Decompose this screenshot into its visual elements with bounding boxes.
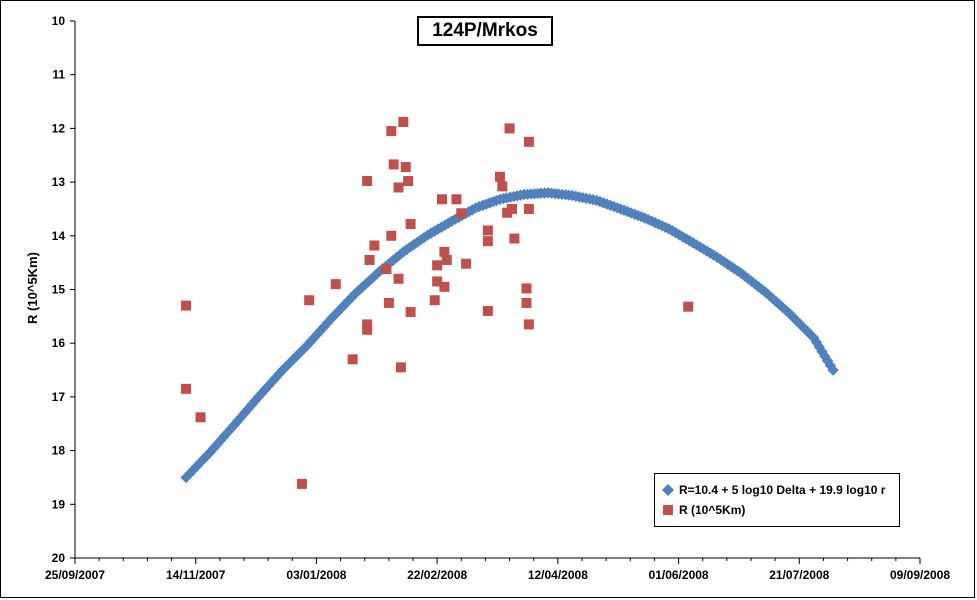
legend: R=10.4 + 5 log10 Delta + 19.9 log10 r R … — [654, 473, 900, 527]
y-tick-label: 18 — [52, 444, 66, 458]
observed-point — [347, 354, 358, 365]
y-tick-label: 17 — [52, 390, 66, 404]
observed-point — [388, 159, 399, 170]
observed-point — [181, 383, 192, 394]
observed-point — [362, 176, 373, 187]
observed-point — [482, 305, 493, 316]
observed-point — [330, 279, 341, 290]
observed-point — [362, 319, 373, 330]
y-tick-label: 15 — [52, 283, 66, 297]
observed-point — [432, 260, 443, 271]
observed-point — [436, 194, 447, 205]
observed-point — [439, 246, 450, 257]
observed-point — [432, 276, 443, 287]
observed-point — [386, 126, 397, 137]
observed-point — [482, 225, 493, 236]
observed-point — [398, 116, 409, 127]
observed-point — [393, 273, 404, 284]
observed-point — [393, 182, 404, 193]
observed-point — [523, 136, 534, 147]
x-tick-label: 22/02/2008 — [407, 568, 467, 582]
observed-point — [381, 264, 392, 275]
y-tick-label: 13 — [52, 175, 66, 189]
x-axis-ticks: 25/09/2007 14/11/2007 03/01/2008 22/02/2008… — [45, 558, 950, 582]
legend-label-observed: R (10^5Km) — [679, 503, 746, 517]
x-tick-label: 01/06/2008 — [649, 568, 709, 582]
legend-diamond-marker — [661, 483, 675, 497]
observed-point — [439, 281, 450, 292]
observed-point — [494, 171, 505, 182]
x-tick-label: 25/09/2007 — [45, 568, 105, 582]
observed-point — [461, 258, 472, 269]
observed-point — [451, 194, 462, 205]
observed-point — [456, 208, 467, 219]
observed-point — [521, 297, 532, 308]
y-axis-ticks: 10 11 12 13 14 15 16 17 18 19 20 — [52, 14, 75, 565]
observed-point — [369, 240, 380, 251]
observed-point — [383, 297, 394, 308]
observed-point — [429, 295, 440, 306]
observed-point — [304, 295, 315, 306]
observed-point — [403, 176, 414, 187]
x-tick-label: 21/07/2008 — [769, 568, 829, 582]
observed-point — [195, 412, 206, 423]
series-model-curve — [180, 187, 839, 484]
x-tick-label: 03/01/2008 — [286, 568, 346, 582]
x-tick-label: 14/11/2007 — [166, 568, 226, 582]
observed-point — [296, 478, 307, 489]
observed-point — [506, 203, 517, 214]
observed-point — [405, 307, 416, 318]
observed-point — [521, 283, 532, 294]
observed-point — [523, 203, 534, 214]
y-axis-title: R (10^5Km) — [25, 252, 40, 324]
observed-point — [504, 123, 515, 134]
x-tick-label: 09/09/2008 — [890, 568, 950, 582]
y-tick-label: 12 — [52, 121, 66, 135]
observed-point — [395, 362, 406, 373]
observed-point — [683, 301, 694, 312]
chart-title-box: 124P/Mrkos — [417, 16, 553, 46]
observed-point — [400, 162, 411, 173]
legend-label-model: R=10.4 + 5 log10 Delta + 19.9 log10 r — [679, 483, 886, 497]
y-tick-label: 20 — [52, 551, 66, 565]
observed-point — [405, 218, 416, 229]
legend-square-marker — [663, 505, 673, 515]
observed-point — [386, 230, 397, 241]
observed-point — [362, 324, 373, 335]
series-observed-r — [181, 116, 694, 489]
y-tick-label: 14 — [52, 229, 66, 243]
y-tick-label: 10 — [52, 14, 66, 28]
observed-point — [364, 254, 375, 265]
observed-point — [509, 233, 520, 244]
legend-entry-observed: R (10^5Km) — [663, 500, 891, 520]
observed-point — [523, 319, 534, 330]
y-tick-label: 11 — [52, 68, 65, 82]
y-tick-label: 16 — [52, 336, 66, 350]
observed-point — [181, 300, 192, 311]
observed-point — [482, 236, 493, 247]
x-tick-label: 12/04/2008 — [528, 568, 588, 582]
model-point — [827, 364, 839, 376]
y-tick-label: 19 — [52, 497, 66, 511]
legend-entry-model: R=10.4 + 5 log10 Delta + 19.9 log10 r — [661, 480, 891, 500]
observed-point — [497, 181, 508, 192]
chart-title: 124P/Mrkos — [432, 20, 538, 41]
observed-point — [441, 254, 452, 265]
